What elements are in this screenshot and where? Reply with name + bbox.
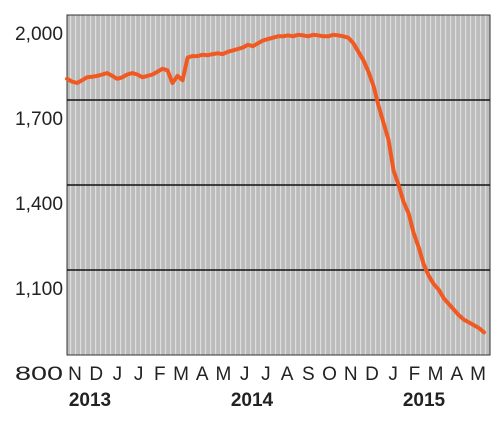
- year-label: 2013: [69, 390, 111, 411]
- y-tick-label: 1,100: [15, 279, 63, 300]
- x-tick-label: A: [450, 364, 463, 385]
- x-tick-label: M: [173, 364, 189, 385]
- year-label: 2015: [403, 390, 446, 411]
- x-tick-label: D: [89, 364, 103, 385]
- x-tick-label: J: [261, 364, 271, 385]
- x-tick-label: M: [428, 364, 444, 385]
- x-tick-label: J: [388, 364, 398, 385]
- x-tick-label: M: [216, 364, 232, 385]
- x-tick-label: J: [113, 364, 123, 385]
- x-tick-label: J: [134, 364, 144, 385]
- y-tick-label: 800: [15, 364, 63, 385]
- x-tick-label: N: [344, 364, 358, 385]
- x-tick-label: A: [196, 364, 209, 385]
- x-tick-label: F: [409, 364, 421, 385]
- y-tick-label: 2,000: [15, 24, 63, 45]
- year-label: 2014: [231, 390, 274, 411]
- x-tick-label: F: [154, 364, 166, 385]
- x-tick-label: S: [302, 364, 315, 385]
- x-tick-label: N: [68, 364, 82, 385]
- y-tick-label: 1,700: [15, 109, 63, 130]
- y-tick-label: 1,400: [15, 194, 63, 215]
- x-tick-label: J: [240, 364, 250, 385]
- x-tick-label: A: [281, 364, 294, 385]
- x-tick-label: O: [322, 364, 337, 385]
- x-tick-label: D: [365, 364, 379, 385]
- x-tick-label: M: [470, 364, 486, 385]
- data-line: [65, 32, 486, 335]
